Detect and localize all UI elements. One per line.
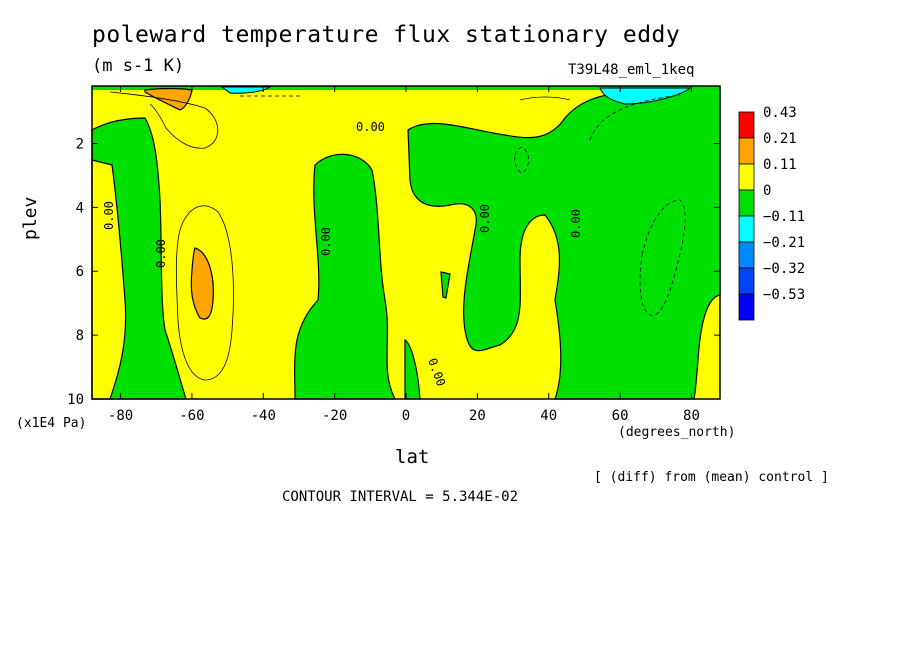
colorbar-label: −0.21 [763,235,805,251]
y-tick-label: 2 [76,136,84,152]
dashed-nh-small [514,147,529,173]
colorbar-label: 0 [763,183,771,199]
region-neg-sh-mid [294,153,396,400]
negative-regions [91,86,721,400]
run-name: T39L48_eml_1keq [568,62,695,78]
contour-sh-top [109,91,219,149]
contour-label-2: 0.00 [154,239,168,268]
thin-contours [109,91,571,381]
chart-title: poleward temperature flux stationary edd… [92,22,681,48]
dashed-contours [240,94,686,316]
y-tick-label: 4 [76,200,84,216]
contour-label-1: 0.00 [102,201,116,230]
contour-label-6: 0.00 [569,209,583,238]
colorbar-label: 0.11 [763,157,797,173]
x-tick-label: -80 [108,408,133,424]
colorbar-swatch [738,215,755,243]
colorbar-swatch [738,241,755,269]
x-tick-label: 60 [612,408,629,424]
contour-label-4: 0.00 [356,120,385,134]
region-cyan-nh-top [599,87,692,105]
contour-sh-ring [175,205,234,381]
y-tick-label: 8 [76,328,84,344]
x-axis-units: (degrees_north) [618,425,736,440]
region-neg-nh-upper [407,87,721,400]
y-tick-label: 10 [67,392,84,408]
colorbar-swatch [738,111,755,139]
colorbar-label: −0.11 [763,209,805,225]
region-neg-left-column [91,159,127,400]
y-axis-units: (x1E4 Pa) [16,416,87,431]
region-cyan-sh-top [220,86,272,94]
colorbar-label: −0.53 [763,287,805,303]
contour-nh-top [519,96,571,101]
x-tick-label: -60 [179,408,204,424]
y-axis-ticks: 2 4 6 8 10 [67,136,720,408]
region-pos-sh-core [190,247,214,320]
contour-label-3: 0.00 [319,227,333,256]
colorbar-label: −0.32 [763,261,805,277]
x-tick-label: 20 [469,408,486,424]
colorbar: 0.43 0.21 0.11 0 −0.11 −0.21 −0.32 −0.53 [738,105,805,321]
colorbar-label: 0.21 [763,131,797,147]
x-tick-label: 80 [683,408,700,424]
x-tick-label: -40 [251,408,276,424]
region-neg-small-blob [440,271,451,299]
contour-label-5: 0.00 [478,204,492,233]
dashed-nh-high-lat [639,199,686,316]
x-tick-label: 0 [402,408,410,424]
diff-note: [ (diff) from (mean) control ] [594,470,829,485]
cyan-regions [220,86,692,105]
x-tick-label: 40 [540,408,557,424]
colorbar-swatch [738,163,755,191]
dashed-nh-cap [589,94,681,141]
contour-interval: CONTOUR INTERVAL = 5.344E-02 [282,489,519,505]
colorbar-swatch [738,137,755,165]
colorbar-swatch [738,293,755,321]
y-tick-label: 6 [76,264,84,280]
chart-units: (m s-1 K) [92,56,185,76]
colorbar-swatch [738,267,755,295]
x-tick-label: -20 [322,408,347,424]
x-axis-ticks: -80 -60 -40 -20 0 20 40 60 80 [108,86,700,424]
colorbar-swatch [738,189,755,217]
x-axis-label: lat [395,446,430,468]
colorbar-label: 0.43 [763,105,797,121]
